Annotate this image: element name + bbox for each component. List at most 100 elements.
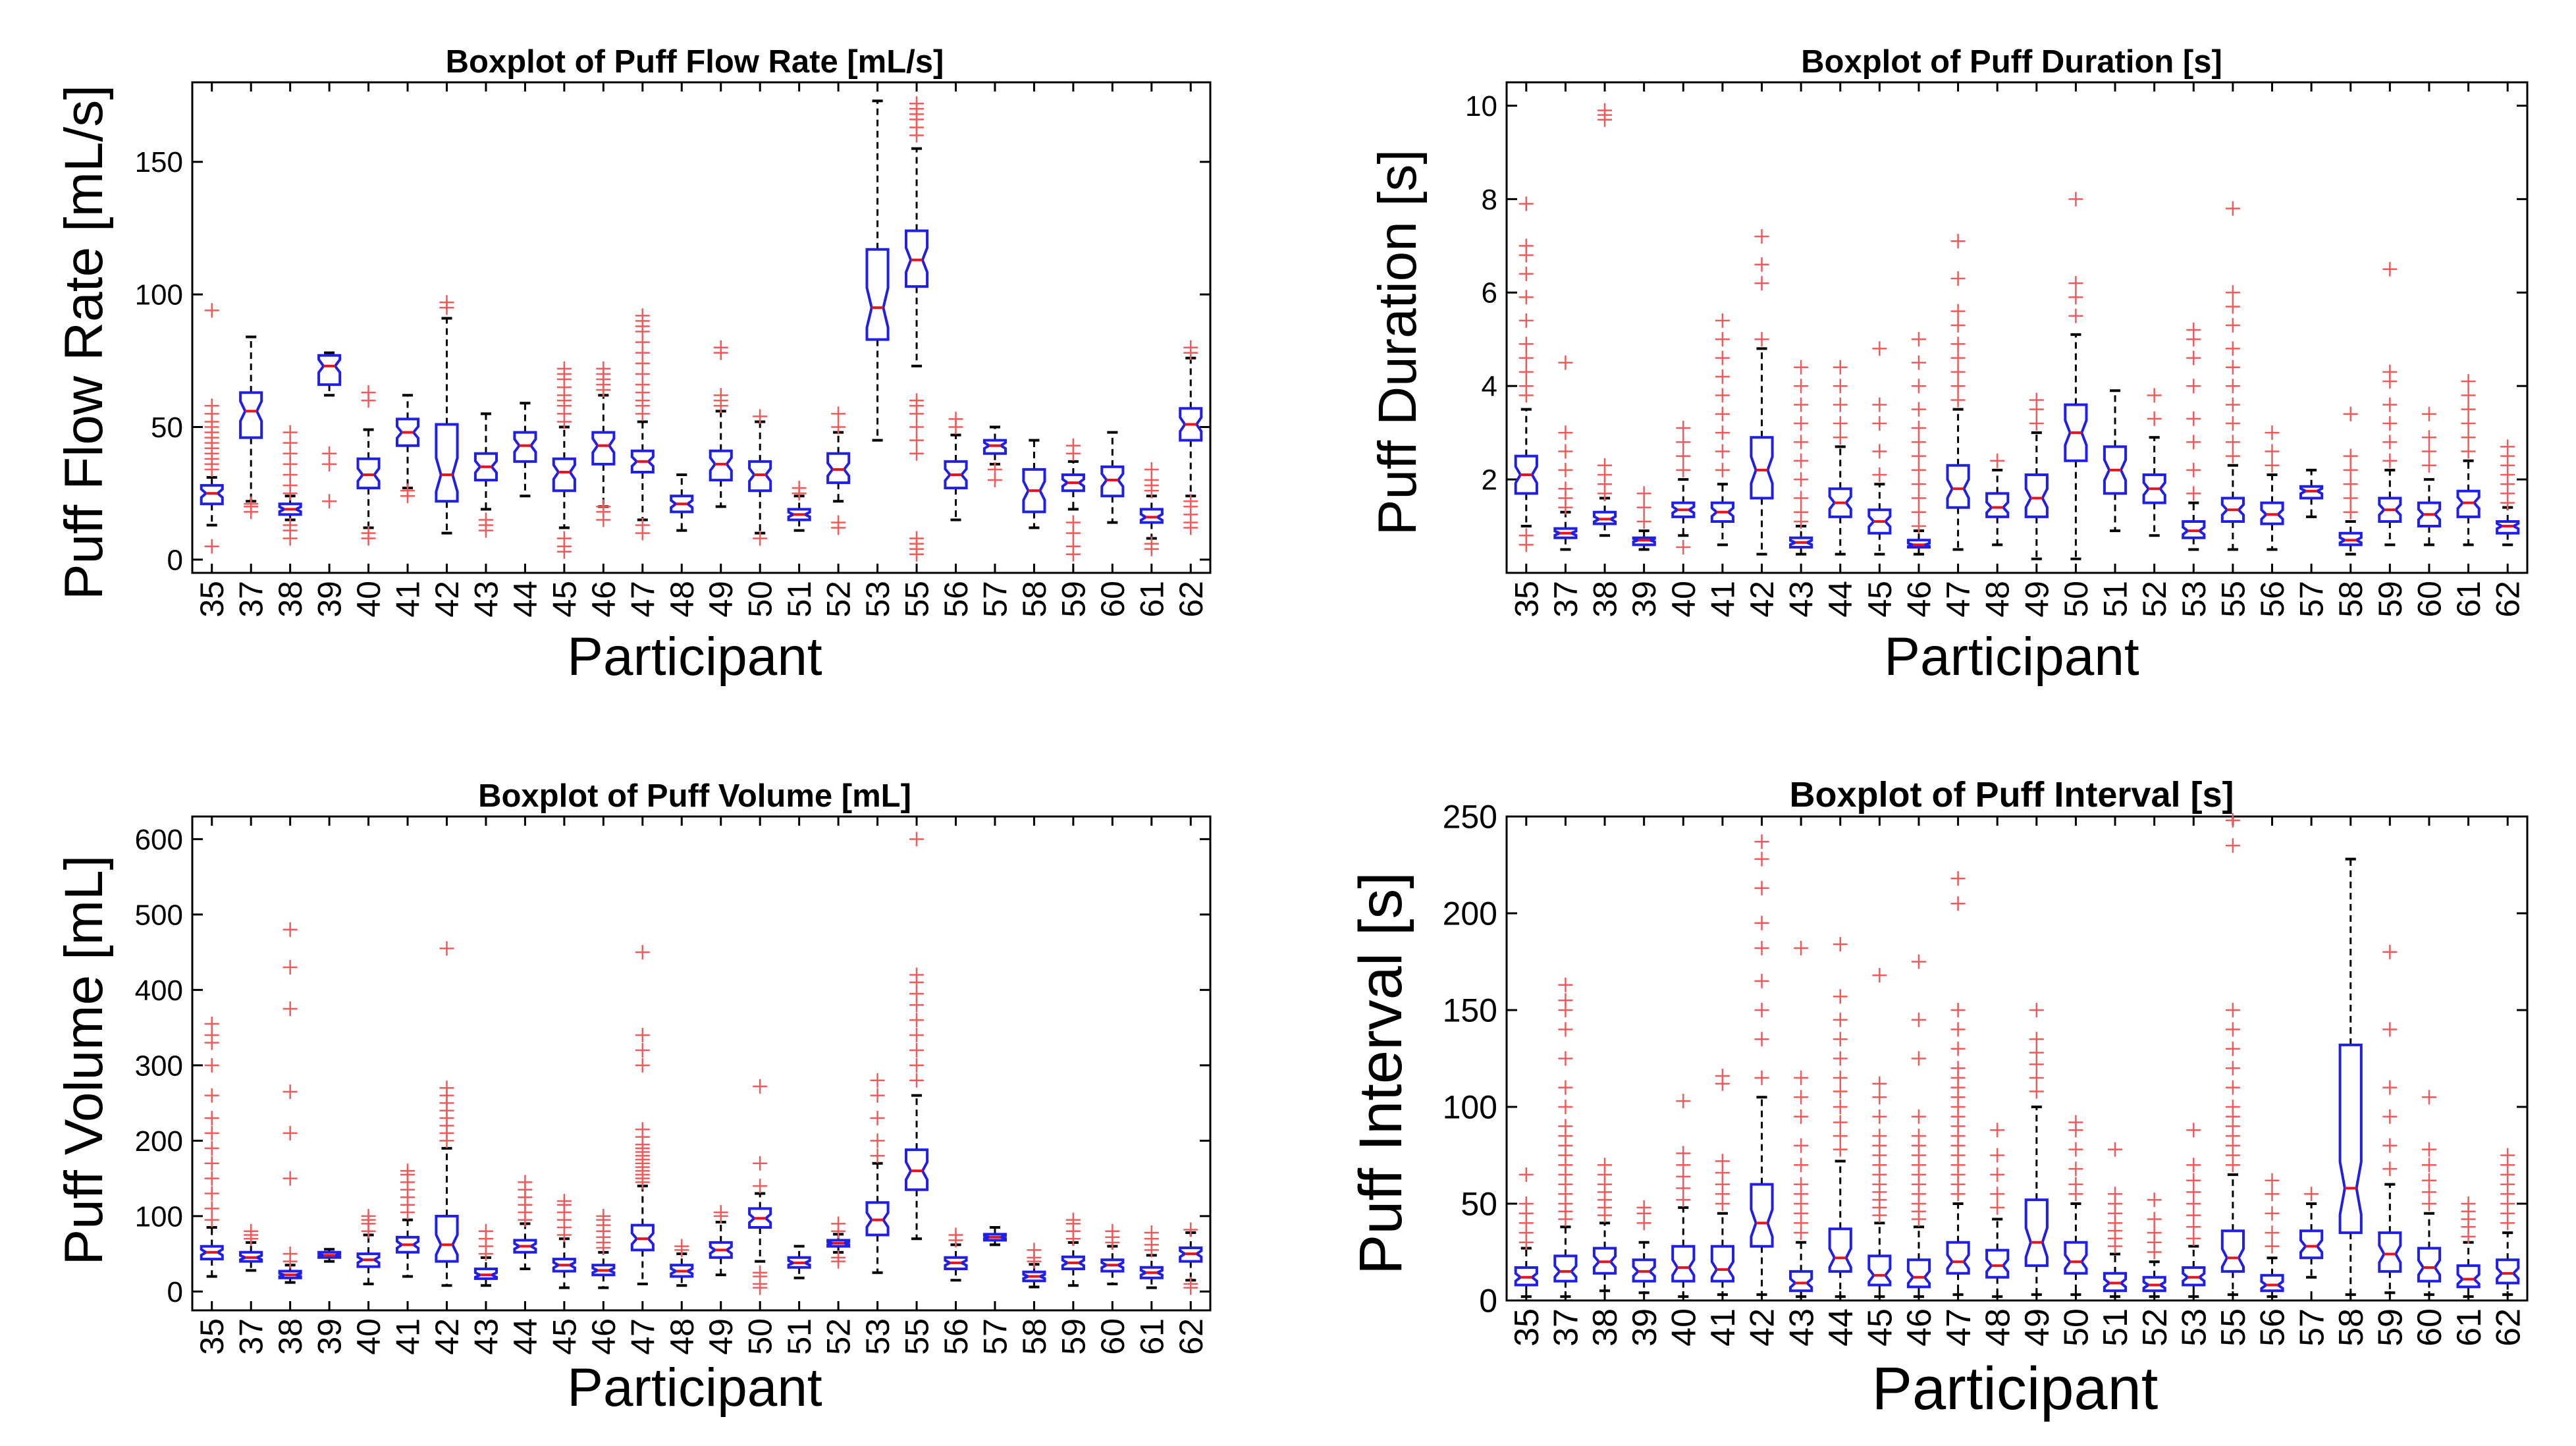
box bbox=[787, 1256, 811, 1269]
panel-duration: Boxplot of Puff Duration [s] Puff Durati… bbox=[1368, 44, 2529, 687]
outlier-point bbox=[282, 1246, 298, 1262]
x-tick-label: 61 bbox=[1133, 1318, 1170, 1355]
outlier-point bbox=[2186, 1123, 2201, 1138]
outlier-point bbox=[2225, 1022, 2240, 1037]
outlier-point bbox=[2343, 504, 2358, 520]
box bbox=[1946, 1241, 1970, 1275]
outlier-point bbox=[204, 1156, 219, 1171]
outlier-point bbox=[2421, 1142, 2436, 1157]
outlier-point bbox=[1794, 504, 1809, 520]
box bbox=[1179, 407, 1203, 442]
outlier-point bbox=[1715, 350, 1730, 365]
outlier-point bbox=[1950, 271, 1966, 286]
x-tick-label: 56 bbox=[938, 581, 975, 618]
box bbox=[1828, 1227, 1852, 1273]
outlier-point bbox=[635, 1058, 650, 1073]
x-tick-label: 44 bbox=[1822, 1308, 1860, 1347]
x-tick-label: 60 bbox=[1094, 581, 1131, 618]
outlier-point bbox=[2225, 838, 2240, 853]
outlier-point bbox=[1950, 392, 1966, 408]
outlier-point bbox=[2421, 444, 2436, 459]
outlier-point bbox=[1794, 1109, 1809, 1124]
outlier-point bbox=[2265, 1187, 2280, 1202]
outlier-point bbox=[2304, 1187, 2319, 1202]
outlier-point bbox=[1558, 1119, 1573, 1134]
y-tick-label: 150 bbox=[135, 146, 183, 178]
box bbox=[1985, 492, 2010, 518]
y-axis-label: Puff Flow Rate [mL/s] bbox=[54, 85, 114, 600]
x-tick-label: 56 bbox=[2254, 1308, 2292, 1347]
x-tick-label: 42 bbox=[429, 581, 466, 618]
y-tick-label: 400 bbox=[135, 975, 183, 1007]
box bbox=[1100, 1258, 1125, 1273]
y-tick-label: 200 bbox=[135, 1125, 183, 1158]
x-tick-label: 49 bbox=[703, 581, 739, 618]
outlier-point bbox=[1558, 1051, 1573, 1066]
y-axis-label: Puff Volume [mL] bbox=[54, 855, 114, 1266]
outlier-point bbox=[1144, 1225, 1159, 1241]
outlier-point bbox=[1065, 539, 1081, 554]
outlier-point bbox=[556, 1193, 572, 1208]
outlier-point bbox=[2225, 1003, 2240, 1017]
y-tick-label: 300 bbox=[135, 1050, 183, 1082]
outlier-point bbox=[439, 295, 454, 310]
outlier-point bbox=[518, 1175, 533, 1190]
box bbox=[1061, 473, 1085, 493]
outlier-point bbox=[204, 1186, 219, 1201]
outlier-point bbox=[2382, 1022, 2398, 1037]
outlier-point bbox=[2421, 430, 2436, 445]
outlier-point bbox=[753, 1079, 768, 1094]
outlier-point bbox=[2068, 308, 2083, 323]
outlier-point bbox=[596, 1208, 611, 1223]
outlier-point bbox=[1676, 421, 1691, 436]
outlier-point bbox=[1715, 313, 1730, 328]
y-tick-label: 50 bbox=[151, 412, 183, 444]
outlier-point bbox=[1754, 332, 1769, 347]
outlier-point bbox=[909, 531, 925, 546]
outlier-point bbox=[2343, 462, 2358, 477]
x-tick-label: 59 bbox=[2372, 581, 2409, 618]
outlier-point bbox=[1597, 458, 1613, 473]
outlier-point bbox=[2068, 1142, 2083, 1157]
x-tick-label: 45 bbox=[1862, 581, 1898, 618]
outlier-point bbox=[2382, 415, 2398, 431]
outlier-point bbox=[1518, 313, 1534, 328]
outlier-point bbox=[870, 1148, 885, 1164]
outlier-point bbox=[2421, 1090, 2436, 1105]
outlier-point bbox=[2382, 1138, 2398, 1153]
outlier-point bbox=[948, 412, 963, 427]
outlier-point bbox=[1950, 1061, 1966, 1076]
box bbox=[826, 452, 851, 485]
outlier-point bbox=[478, 512, 493, 527]
outlier-point bbox=[1990, 1187, 2005, 1202]
x-tick-label: 41 bbox=[1704, 581, 1741, 618]
box bbox=[356, 457, 381, 490]
outlier-point bbox=[1558, 481, 1573, 496]
outlier-point bbox=[2225, 360, 2240, 375]
box bbox=[1750, 1183, 1774, 1248]
x-tick-label: 56 bbox=[2254, 581, 2291, 618]
outlier-point bbox=[2461, 444, 2476, 459]
box bbox=[1100, 465, 1125, 498]
y-tick-label: 0 bbox=[1479, 1283, 1497, 1320]
outlier-point bbox=[322, 446, 337, 461]
outlier-point bbox=[2186, 1173, 2201, 1188]
outlier-point bbox=[909, 1013, 925, 1028]
x-tick-label: 50 bbox=[2058, 1308, 2096, 1347]
outlier-point bbox=[1558, 462, 1573, 477]
outlier-point bbox=[1794, 415, 1809, 431]
outlier-point bbox=[909, 1028, 925, 1043]
outlier-point bbox=[909, 446, 925, 461]
y-tick-label: 10 bbox=[1465, 90, 1497, 122]
box bbox=[2024, 473, 2049, 518]
outlier-point bbox=[1715, 1154, 1730, 1169]
outlier-point bbox=[1754, 257, 1769, 272]
x-tick-label: 37 bbox=[233, 581, 270, 618]
x-tick-label: 53 bbox=[2176, 581, 2213, 618]
outlier-point bbox=[2029, 1084, 2044, 1099]
x-tick-label: 44 bbox=[1822, 581, 1859, 618]
box bbox=[1671, 1245, 1696, 1283]
outlier-point bbox=[1872, 1129, 1887, 1144]
x-tick-label: 43 bbox=[468, 1318, 504, 1355]
x-tick-label: 55 bbox=[899, 581, 936, 618]
